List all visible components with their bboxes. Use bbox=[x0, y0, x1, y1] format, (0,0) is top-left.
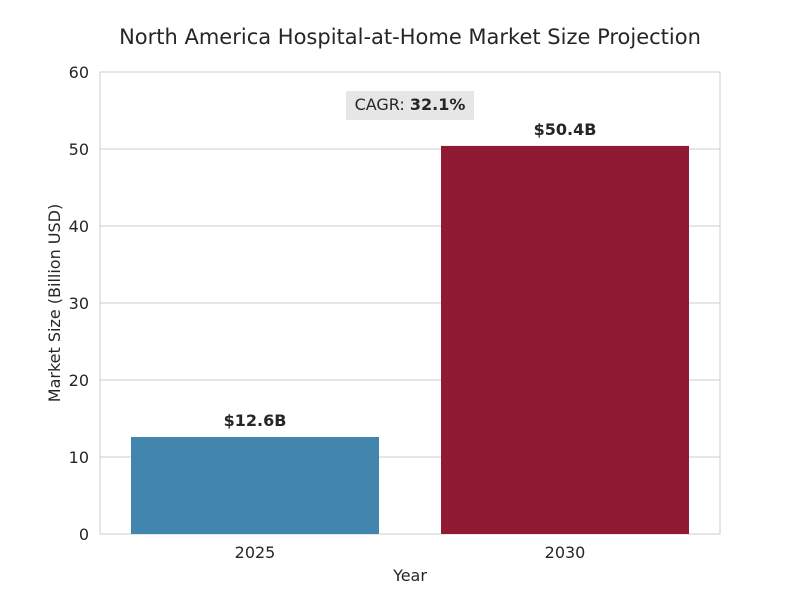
cagr-box bbox=[346, 91, 474, 120]
plot-frame bbox=[99, 71, 721, 535]
y-tick-label: 50 bbox=[69, 140, 89, 159]
x-tick-label-2025: 2025 bbox=[235, 543, 276, 562]
y-tick-label: 60 bbox=[69, 63, 89, 82]
data-label-2025: $12.6B bbox=[224, 411, 287, 430]
cagr-annotation: CAGR: 32.1% bbox=[346, 91, 474, 120]
bar-2030 bbox=[441, 145, 689, 535]
y-tick-label: 0 bbox=[79, 525, 89, 544]
data-labels: $12.6B $50.4B bbox=[224, 120, 597, 430]
x-tick-label-2030: 2030 bbox=[545, 543, 586, 562]
data-label-2030: $50.4B bbox=[534, 120, 597, 139]
cagr-label: CAGR: bbox=[355, 95, 410, 114]
y-tick-label: 40 bbox=[69, 217, 89, 236]
y-tick-label: 30 bbox=[69, 294, 89, 313]
x-axis-ticks: 2025 2030 bbox=[235, 543, 586, 562]
bars bbox=[131, 145, 689, 535]
cagr-value: 32.1% bbox=[410, 95, 466, 114]
x-axis-label: Year bbox=[392, 566, 427, 585]
cagr-text: CAGR: 32.1% bbox=[355, 95, 466, 114]
y-tick-label: 10 bbox=[69, 448, 89, 467]
bar-2025 bbox=[131, 436, 379, 534]
chart-title: North America Hospital-at-Home Market Si… bbox=[119, 25, 701, 49]
y-axis-label: Market Size (Billion USD) bbox=[45, 204, 64, 402]
y-tick-label: 20 bbox=[69, 371, 89, 390]
y-axis-ticks: 0 10 20 30 40 50 60 bbox=[69, 63, 89, 544]
